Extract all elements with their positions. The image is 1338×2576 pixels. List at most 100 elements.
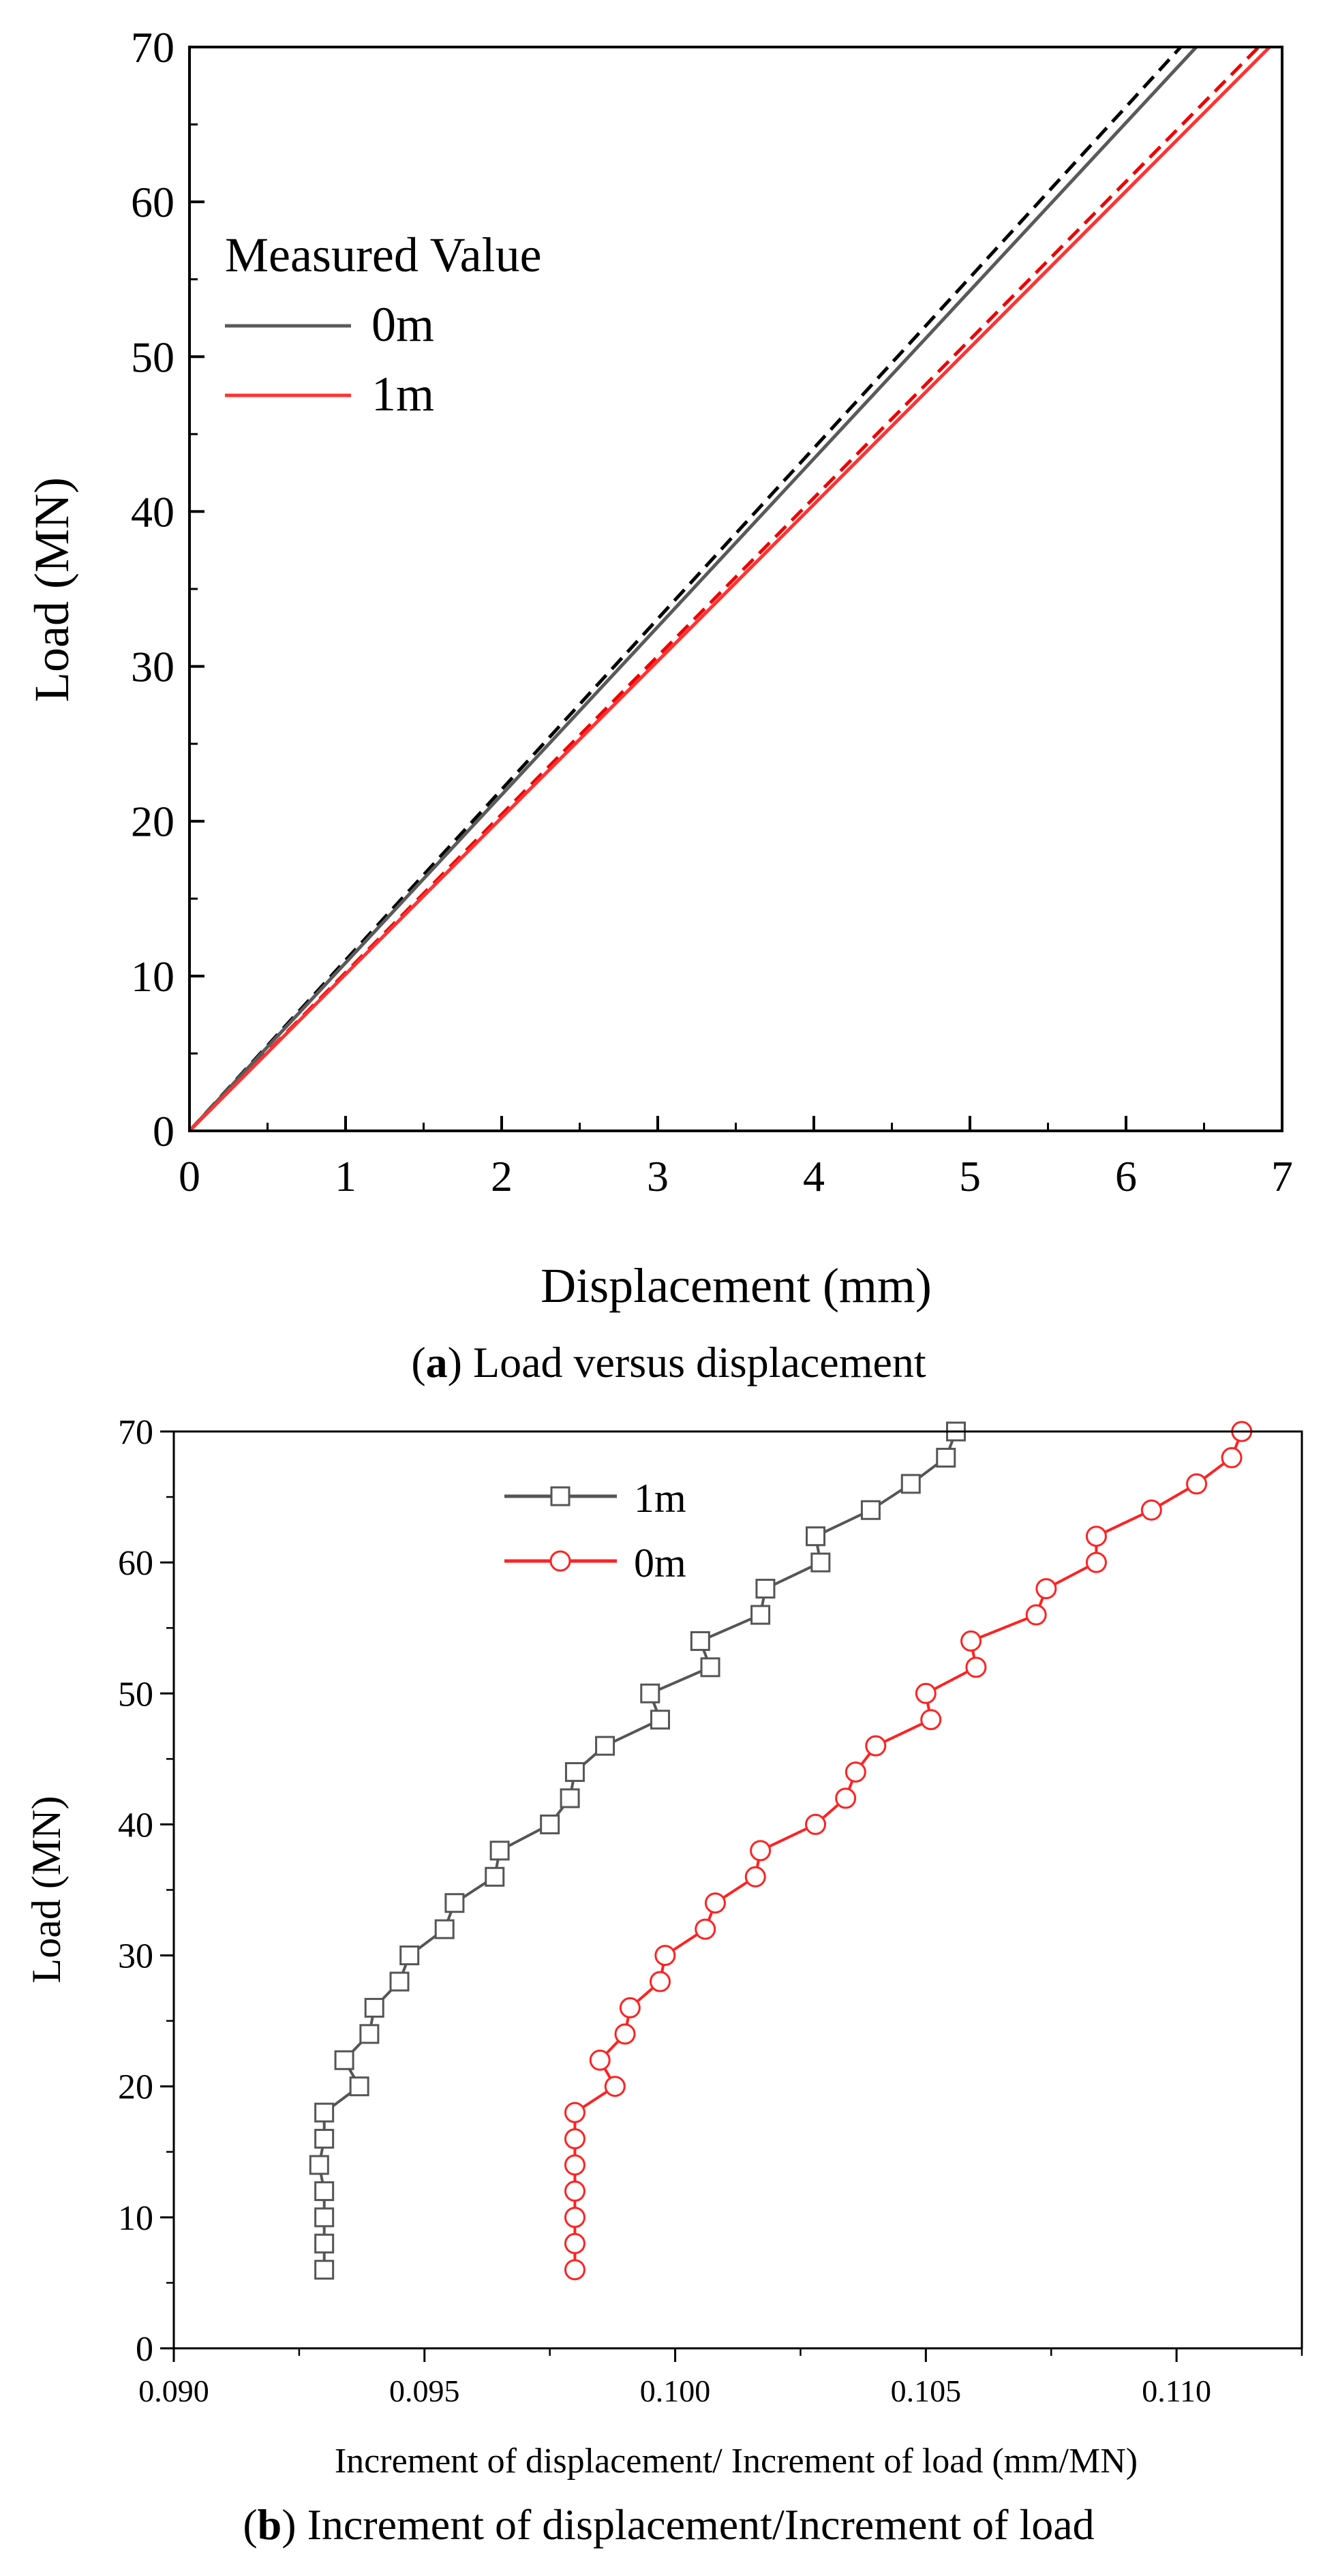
panel-b-x-tick-label: 0.095: [389, 2374, 460, 2408]
panel-a-caption: (a) Load versus displacement: [411, 1338, 926, 1387]
panel-b-point-1m: [349, 2076, 369, 2097]
panel-b-caption-label: b: [258, 2500, 282, 2549]
panel-b-x-axis-label: Increment of displacement/ Increment of …: [335, 2442, 1138, 2481]
panel-b-point-0m: [845, 1761, 866, 1783]
panel-b-y-tick-label: 60: [118, 1544, 153, 1583]
panel-a-x-tick-label: 5: [959, 1152, 981, 1200]
panel-b-point-0m: [564, 2154, 586, 2176]
panel-b-point-0m: [750, 1840, 772, 1862]
panel-a-y-tick-label: 50: [131, 333, 174, 381]
panel-b-point-0m: [1025, 1604, 1047, 1626]
panel-b-series-layer: [309, 1421, 1253, 2281]
panel-b-point-0m: [564, 2102, 586, 2123]
panel-b-point-0m: [564, 2180, 586, 2202]
panel-b-point-0m: [960, 1630, 982, 1652]
panel-b-x-tick-label: 0.090: [138, 2374, 209, 2408]
panel-b-point-1m: [389, 1971, 410, 1992]
panel-b-point-0m: [865, 1735, 887, 1757]
panel-b-point-0m: [564, 2128, 586, 2150]
panel-a-x-tick-label: 3: [647, 1152, 669, 1200]
panel-b-point-1m: [399, 1945, 420, 1966]
panel-b-point-1m: [860, 1500, 881, 1520]
panel-b-point-0m: [1140, 1499, 1162, 1521]
panel-b-y-tick-label: 10: [118, 2199, 153, 2238]
panel-a-legend-label-0m: 0m: [371, 297, 434, 352]
panel-b-y-axis-label: Load (MN): [24, 1796, 69, 1984]
panel-a-series-1m: [188, 46, 1271, 1132]
panel-b-point-1m: [540, 1814, 560, 1834]
panel-b-point-0m: [614, 2023, 636, 2045]
panel-a-y-tick-label: 40: [131, 487, 174, 536]
panel-b-point-0m: [564, 2232, 586, 2254]
panel-a-x-tick-label: 1: [335, 1152, 356, 1200]
panel-b-point-1m: [444, 1893, 465, 1913]
panel-b-point-0m: [695, 1918, 716, 1940]
panel-b-point-1m: [314, 2260, 335, 2280]
panel-b-point-1m: [640, 1683, 660, 1703]
panel-a-y-tick-label: 60: [131, 178, 174, 226]
panel-b-legend-label-1m: 1m: [634, 1476, 686, 1521]
panel-b-point-1m: [434, 1919, 455, 1939]
panel-a-load-vs-displacement: 0 1 2 3 4 5 6 7 0 10 20 30 40 50 60 70 Load (MN) Displ…: [25, 23, 1293, 1387]
panel-a-x-tick-label: 7: [1271, 1152, 1293, 1200]
panel-b-point-1m: [314, 2233, 335, 2254]
panel-b-point-0m: [589, 2049, 611, 2071]
panel-b-y-tick-label: 30: [118, 1937, 153, 1976]
panel-b-point-1m: [700, 1657, 720, 1678]
panel-a-series-layer: [188, 46, 1271, 1132]
panel-a-caption-label: a: [426, 1338, 448, 1387]
panel-b-point-1m: [755, 1579, 776, 1599]
panel-b-x-tick-label: 0.110: [1142, 2374, 1211, 2408]
panel-b-point-0m: [654, 1945, 676, 1967]
panel-a-x-tick-label: 4: [803, 1152, 825, 1200]
panel-b-point-1m: [750, 1605, 771, 1625]
panel-b-legend-marker-1m: [550, 1486, 571, 1506]
panel-b-point-1m: [309, 2155, 329, 2175]
panel-b-point-0m: [920, 1709, 942, 1731]
panel-b-point-1m: [936, 1447, 956, 1468]
panel-b-point-0m: [1186, 1473, 1208, 1495]
panel-b-caption-text: ) Increment of displacement/Increment of…: [282, 2500, 1094, 2549]
panel-b-y-tick-label: 40: [118, 1806, 153, 1845]
panel-b-legend: 1m 0m: [504, 1476, 686, 1586]
panel-b-legend-marker-0m: [549, 1550, 571, 1572]
panel-b-point-1m: [806, 1526, 826, 1547]
panel-b-point-1m: [564, 1762, 585, 1783]
panel-a-x-tick-label: 0: [179, 1152, 200, 1200]
panel-a-legend: Measured Value 0m 1m: [225, 228, 542, 421]
panel-b-point-0m: [704, 1892, 726, 1914]
panel-b-y-axis: 0 10 20 30 40 50 60 70: [118, 1413, 174, 2369]
panel-b-increment-ratio: 0.090 0.095 0.100 0.105 0.110 0 10 20 30 40 50 60 7…: [24, 1413, 1303, 2549]
panel-b-point-0m: [564, 2207, 586, 2228]
panel-b-point-1m: [485, 1866, 505, 1887]
panel-b-point-1m: [900, 1474, 921, 1494]
panel-b-y-tick-label: 50: [118, 1675, 153, 1714]
panel-b-legend-label-0m: 0m: [634, 1541, 686, 1586]
panel-b-point-1m: [314, 2181, 335, 2201]
panel-a-y-tick-label: 30: [131, 643, 174, 691]
panel-a-legend-title: Measured Value: [225, 228, 542, 282]
panel-b-caption: (b) Increment of displacement/Increment …: [243, 2500, 1094, 2549]
panel-b-x-tick-label: 0.100: [640, 2374, 711, 2408]
panel-b-point-0m: [564, 2259, 586, 2281]
panel-b-point-0m: [1035, 1578, 1057, 1600]
panel-a-caption-text: ) Load versus displacement: [448, 1338, 926, 1387]
panel-a-y-tick-label: 0: [153, 1107, 174, 1155]
panel-b-point-0m: [915, 1682, 937, 1704]
panel-b-point-0m: [965, 1656, 987, 1678]
panel-a-y-tick-label: 70: [131, 23, 174, 72]
panel-b-x-axis: 0.090 0.095 0.100 0.105 0.110: [138, 2348, 1303, 2408]
panel-b-point-0m: [744, 1866, 766, 1888]
panel-b-point-1m: [364, 1997, 384, 2018]
panel-b-point-0m: [835, 1787, 857, 1809]
panel-a-x-axis: 0 1 2 3 4 5 6 7: [179, 1116, 1293, 1200]
panel-b-y-tick-label: 0: [136, 2330, 153, 2369]
panel-a-x-axis-label: Displacement (mm): [541, 1258, 932, 1313]
panel-b-point-1m: [489, 1840, 510, 1861]
panel-b-point-1m: [595, 1736, 615, 1756]
panel-a-y-tick-label: 10: [131, 952, 174, 1001]
panel-b-point-0m: [649, 1971, 671, 1992]
panel-a-y-axis-label: Load (MN): [25, 477, 79, 702]
